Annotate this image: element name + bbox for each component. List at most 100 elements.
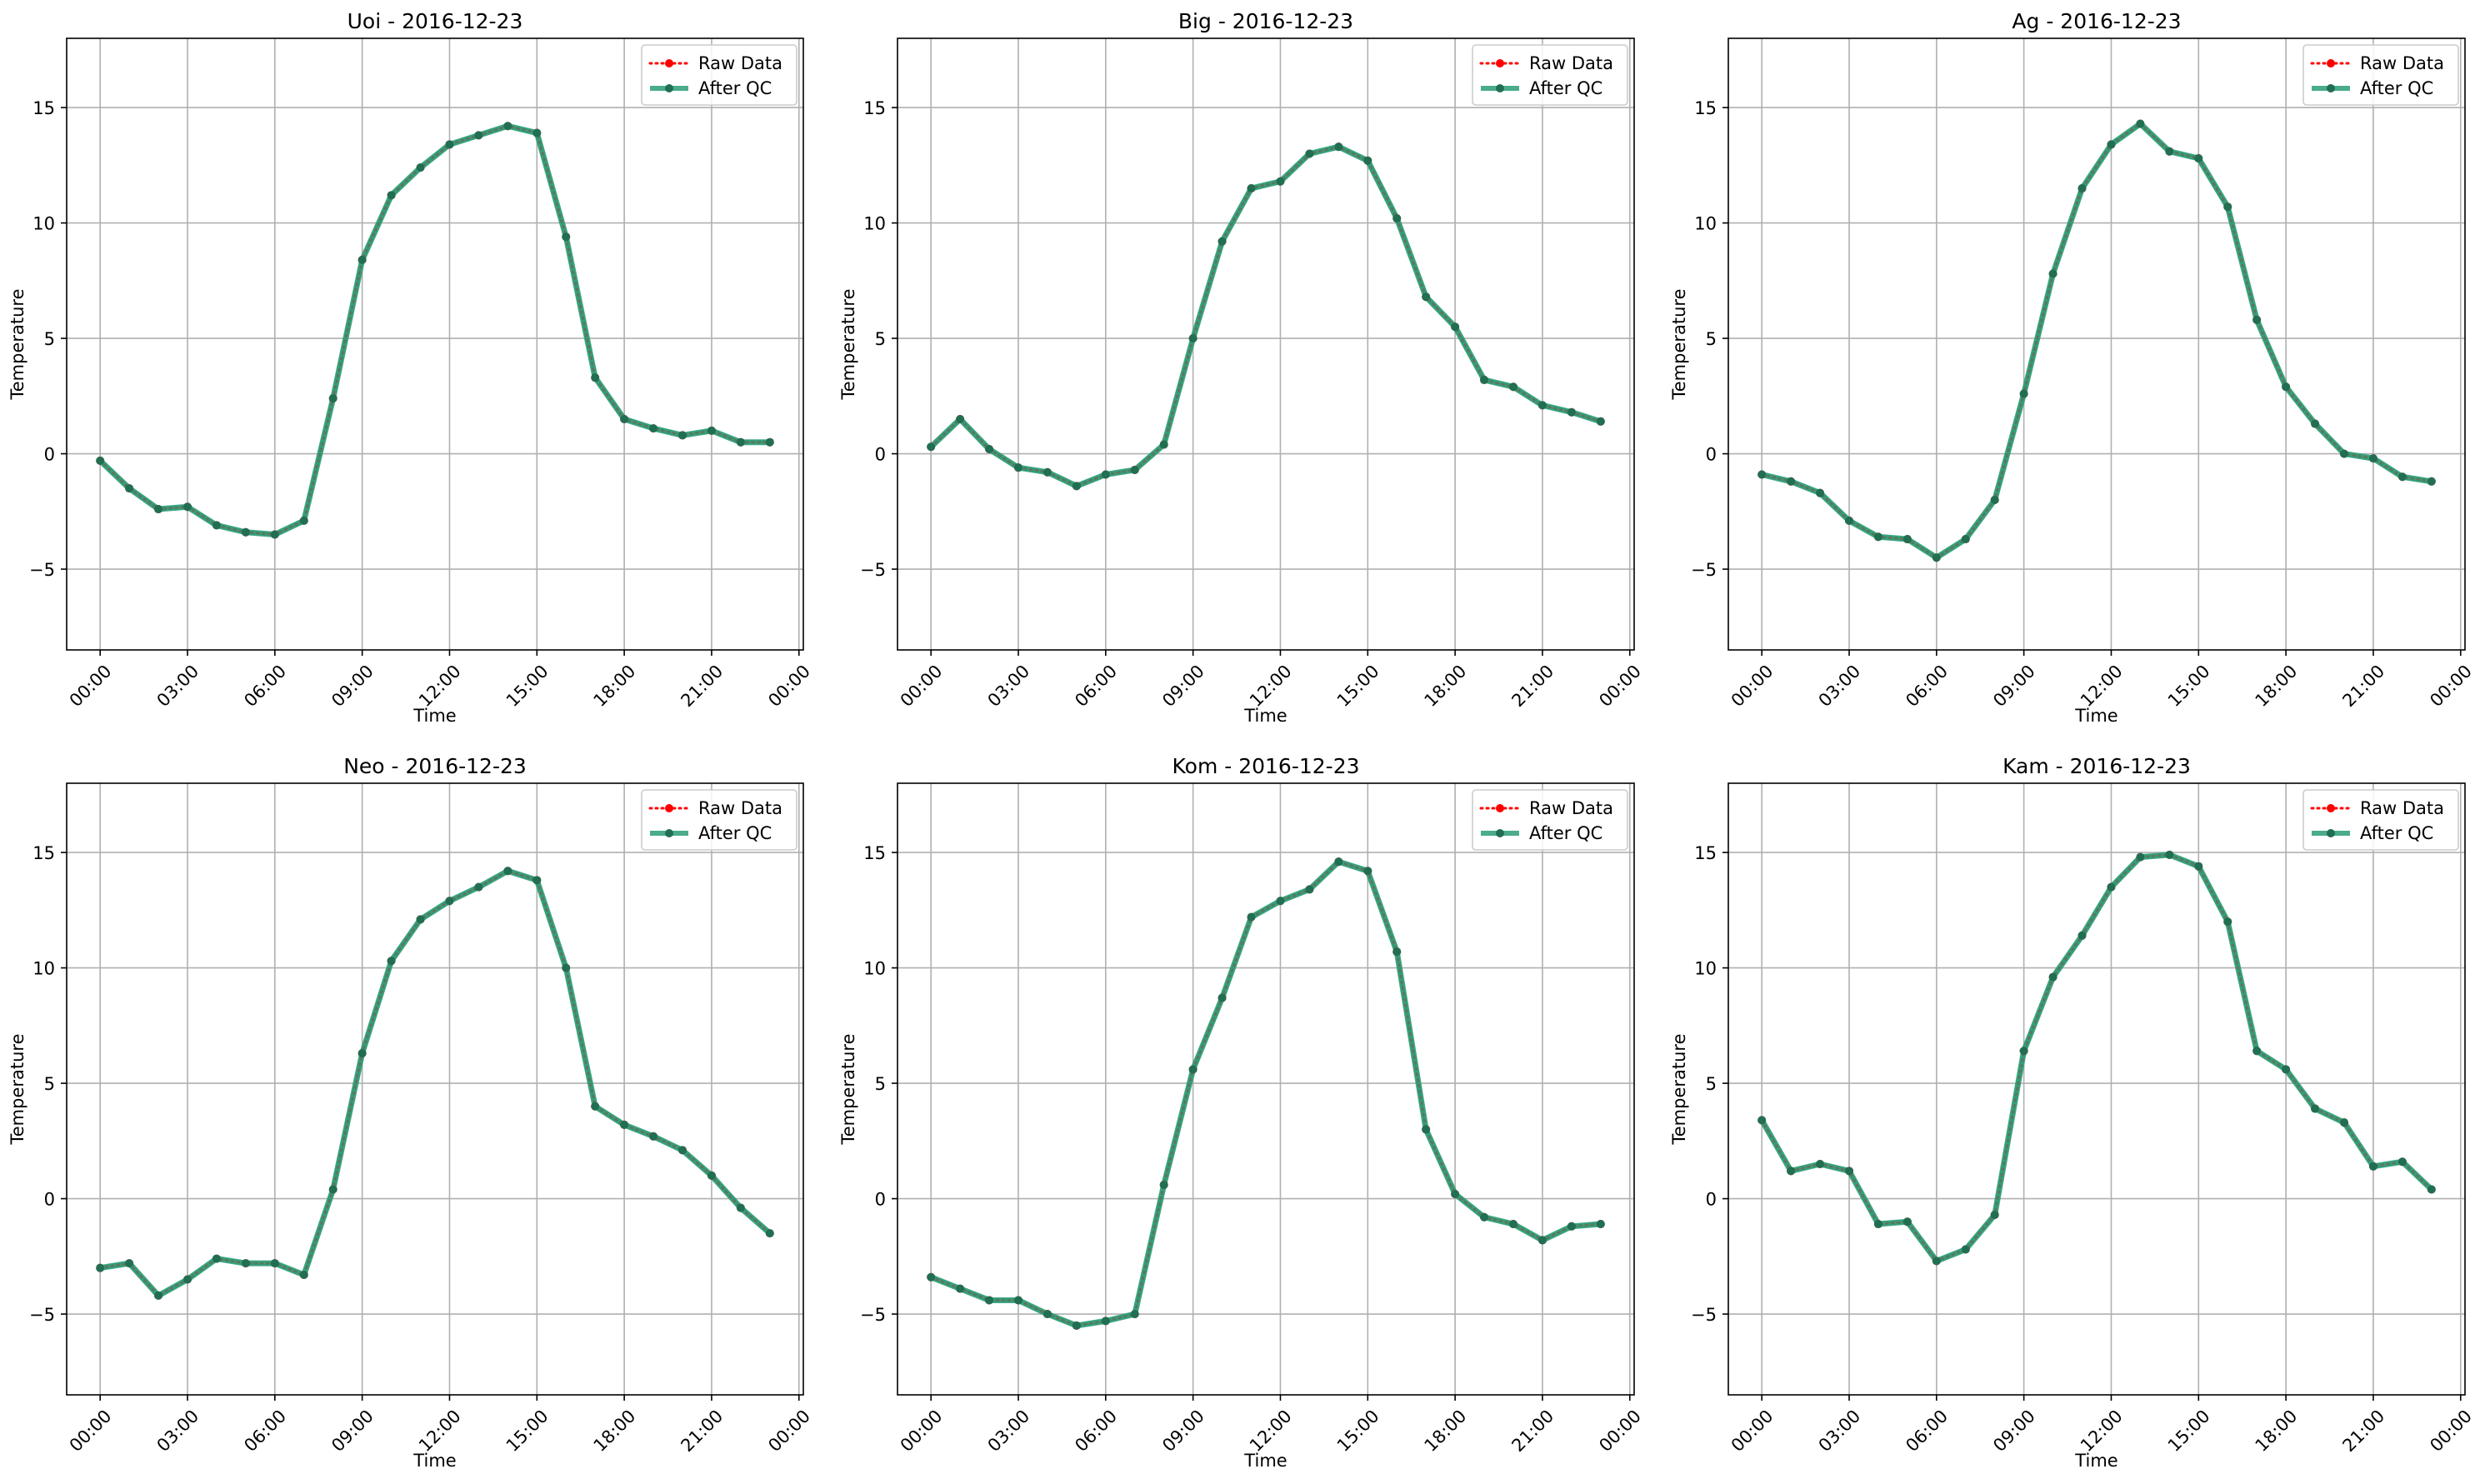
after-qc-point <box>474 882 483 892</box>
legend-raw-data-marker <box>1496 59 1504 67</box>
x-tick-label: 18:00 <box>1421 1406 1471 1456</box>
after-qc-point <box>1014 463 1023 472</box>
legend-label-after-qc: After QC <box>1529 78 1602 98</box>
legend-label-after-qc: After QC <box>698 78 772 98</box>
after-qc-point <box>1816 1160 1825 1169</box>
x-tick-label: 12:00 <box>2077 1406 2127 1456</box>
x-tick-label: 00:00 <box>1595 1406 1645 1456</box>
legend-label-raw-data: Raw Data <box>698 798 782 818</box>
x-tick-label: 06:00 <box>240 661 290 711</box>
x-tick-label: 12:00 <box>415 661 465 711</box>
after-qc-point <box>736 1203 745 1212</box>
after-qc-point <box>1072 482 1081 491</box>
x-tick-label: 00:00 <box>2426 661 2476 711</box>
x-tick-label: 15:00 <box>2164 1406 2214 1456</box>
y-tick-label: 10 <box>1694 214 1717 234</box>
legend-raw-data-marker <box>2327 59 2335 67</box>
after-qc-point <box>154 505 163 514</box>
x-tick-label: 12:00 <box>1246 661 1296 711</box>
chart-title: Kam - 2016-12-23 <box>2002 754 2191 778</box>
y-tick-label: 5 <box>44 1074 55 1094</box>
after-qc-point <box>1188 334 1198 343</box>
after-qc-point <box>1305 149 1314 158</box>
x-tick-label: 09:00 <box>1989 1406 2039 1456</box>
chart-title: Neo - 2016-12-23 <box>343 754 527 778</box>
after-qc-point <box>1072 1321 1081 1330</box>
after-qc-point <box>299 1270 308 1279</box>
x-tick-label: 21:00 <box>677 1406 727 1456</box>
after-qc-point <box>649 424 658 433</box>
plot-frame <box>66 37 804 651</box>
x-axis-label: Time <box>1243 1451 1287 1471</box>
x-tick-label: 00:00 <box>764 661 814 711</box>
plot-frame <box>1728 37 2466 651</box>
after-qc-point <box>620 415 629 424</box>
legend: Raw Data After QC <box>641 789 798 851</box>
after-qc-point <box>678 1146 687 1155</box>
after-qc-point <box>503 867 512 876</box>
after-qc-point <box>2368 1162 2378 1171</box>
after-qc-point <box>1902 535 1912 544</box>
after-qc-point <box>299 516 308 525</box>
legend: Raw Data After QC <box>2302 789 2459 851</box>
legend-raw-data-marker <box>665 59 673 67</box>
after-qc-point <box>1538 401 1547 410</box>
after-qc-point <box>532 128 542 137</box>
after-qc-point <box>1305 885 1314 894</box>
after-qc-point <box>1422 1125 1431 1134</box>
after-qc-point <box>1961 535 1970 544</box>
after-qc-point <box>2078 184 2087 193</box>
after-qc-point <box>416 163 425 172</box>
legend-label-raw-data: Raw Data <box>1529 798 1613 818</box>
after-qc-point <box>1101 1317 1110 1326</box>
x-tick-label: 00:00 <box>764 1406 814 1456</box>
x-tick-label: 03:00 <box>984 1406 1034 1456</box>
after-qc-point <box>1508 1220 1518 1229</box>
after-qc-point <box>2398 1157 2407 1167</box>
x-tick-label: 21:00 <box>2338 661 2388 711</box>
y-tick-label: 0 <box>875 445 886 465</box>
after-qc-point <box>2252 1047 2262 1056</box>
legend: Raw Data After QC <box>2302 44 2459 106</box>
after-qc-point <box>2339 449 2348 458</box>
after-qc-point <box>2019 1047 2028 1056</box>
plot-area <box>67 38 803 650</box>
after-qc-point <box>1042 467 1052 477</box>
after-qc-point <box>1567 1222 1576 1231</box>
after-qc-point <box>2282 382 2291 392</box>
after-qc-point <box>1218 237 1227 246</box>
after-qc-point <box>1042 1310 1052 1319</box>
after-qc-point <box>183 502 192 512</box>
y-tick-label: −5 <box>860 1305 886 1325</box>
legend: Raw Data After QC <box>1472 789 1628 851</box>
after-qc-point <box>1932 1257 1941 1266</box>
after-qc-point <box>2282 1065 2291 1074</box>
after-qc-point <box>985 1296 994 1305</box>
legend-after-qc-marker <box>665 84 673 92</box>
after-qc-point <box>1276 897 1285 906</box>
y-tick-label: −5 <box>860 560 886 580</box>
after-qc-point <box>707 426 716 435</box>
y-tick-label: 10 <box>1694 959 1717 979</box>
x-tick-label: 00:00 <box>66 1406 116 1456</box>
subplot-4: −5 0 5 10 15 00:00 03:00 06:00 09:00 12:00 15:00 18… <box>838 754 1645 1471</box>
after-qc-point <box>2165 147 2174 156</box>
after-qc-point <box>328 1185 338 1194</box>
after-qc-point <box>1845 516 1854 525</box>
after-qc-point <box>183 1275 192 1284</box>
after-qc-point <box>2048 972 2058 982</box>
legend-after-qc-marker <box>665 829 673 837</box>
x-tick-label: 03:00 <box>984 661 1034 711</box>
after-qc-point <box>1014 1296 1023 1305</box>
y-tick-label: 0 <box>1706 445 1717 465</box>
after-qc-point <box>1363 156 1372 165</box>
after-qc-point <box>270 1259 279 1268</box>
x-tick-label: 18:00 <box>1421 661 1471 711</box>
plot-frame <box>1728 782 2466 1396</box>
after-qc-point <box>678 431 687 440</box>
y-tick-label: −5 <box>29 1305 55 1325</box>
chart-title: Ag - 2016-12-23 <box>2012 9 2181 33</box>
after-qc-point <box>1990 495 1999 504</box>
x-tick-label: 21:00 <box>2338 1406 2388 1456</box>
y-tick-label: 5 <box>875 329 886 349</box>
